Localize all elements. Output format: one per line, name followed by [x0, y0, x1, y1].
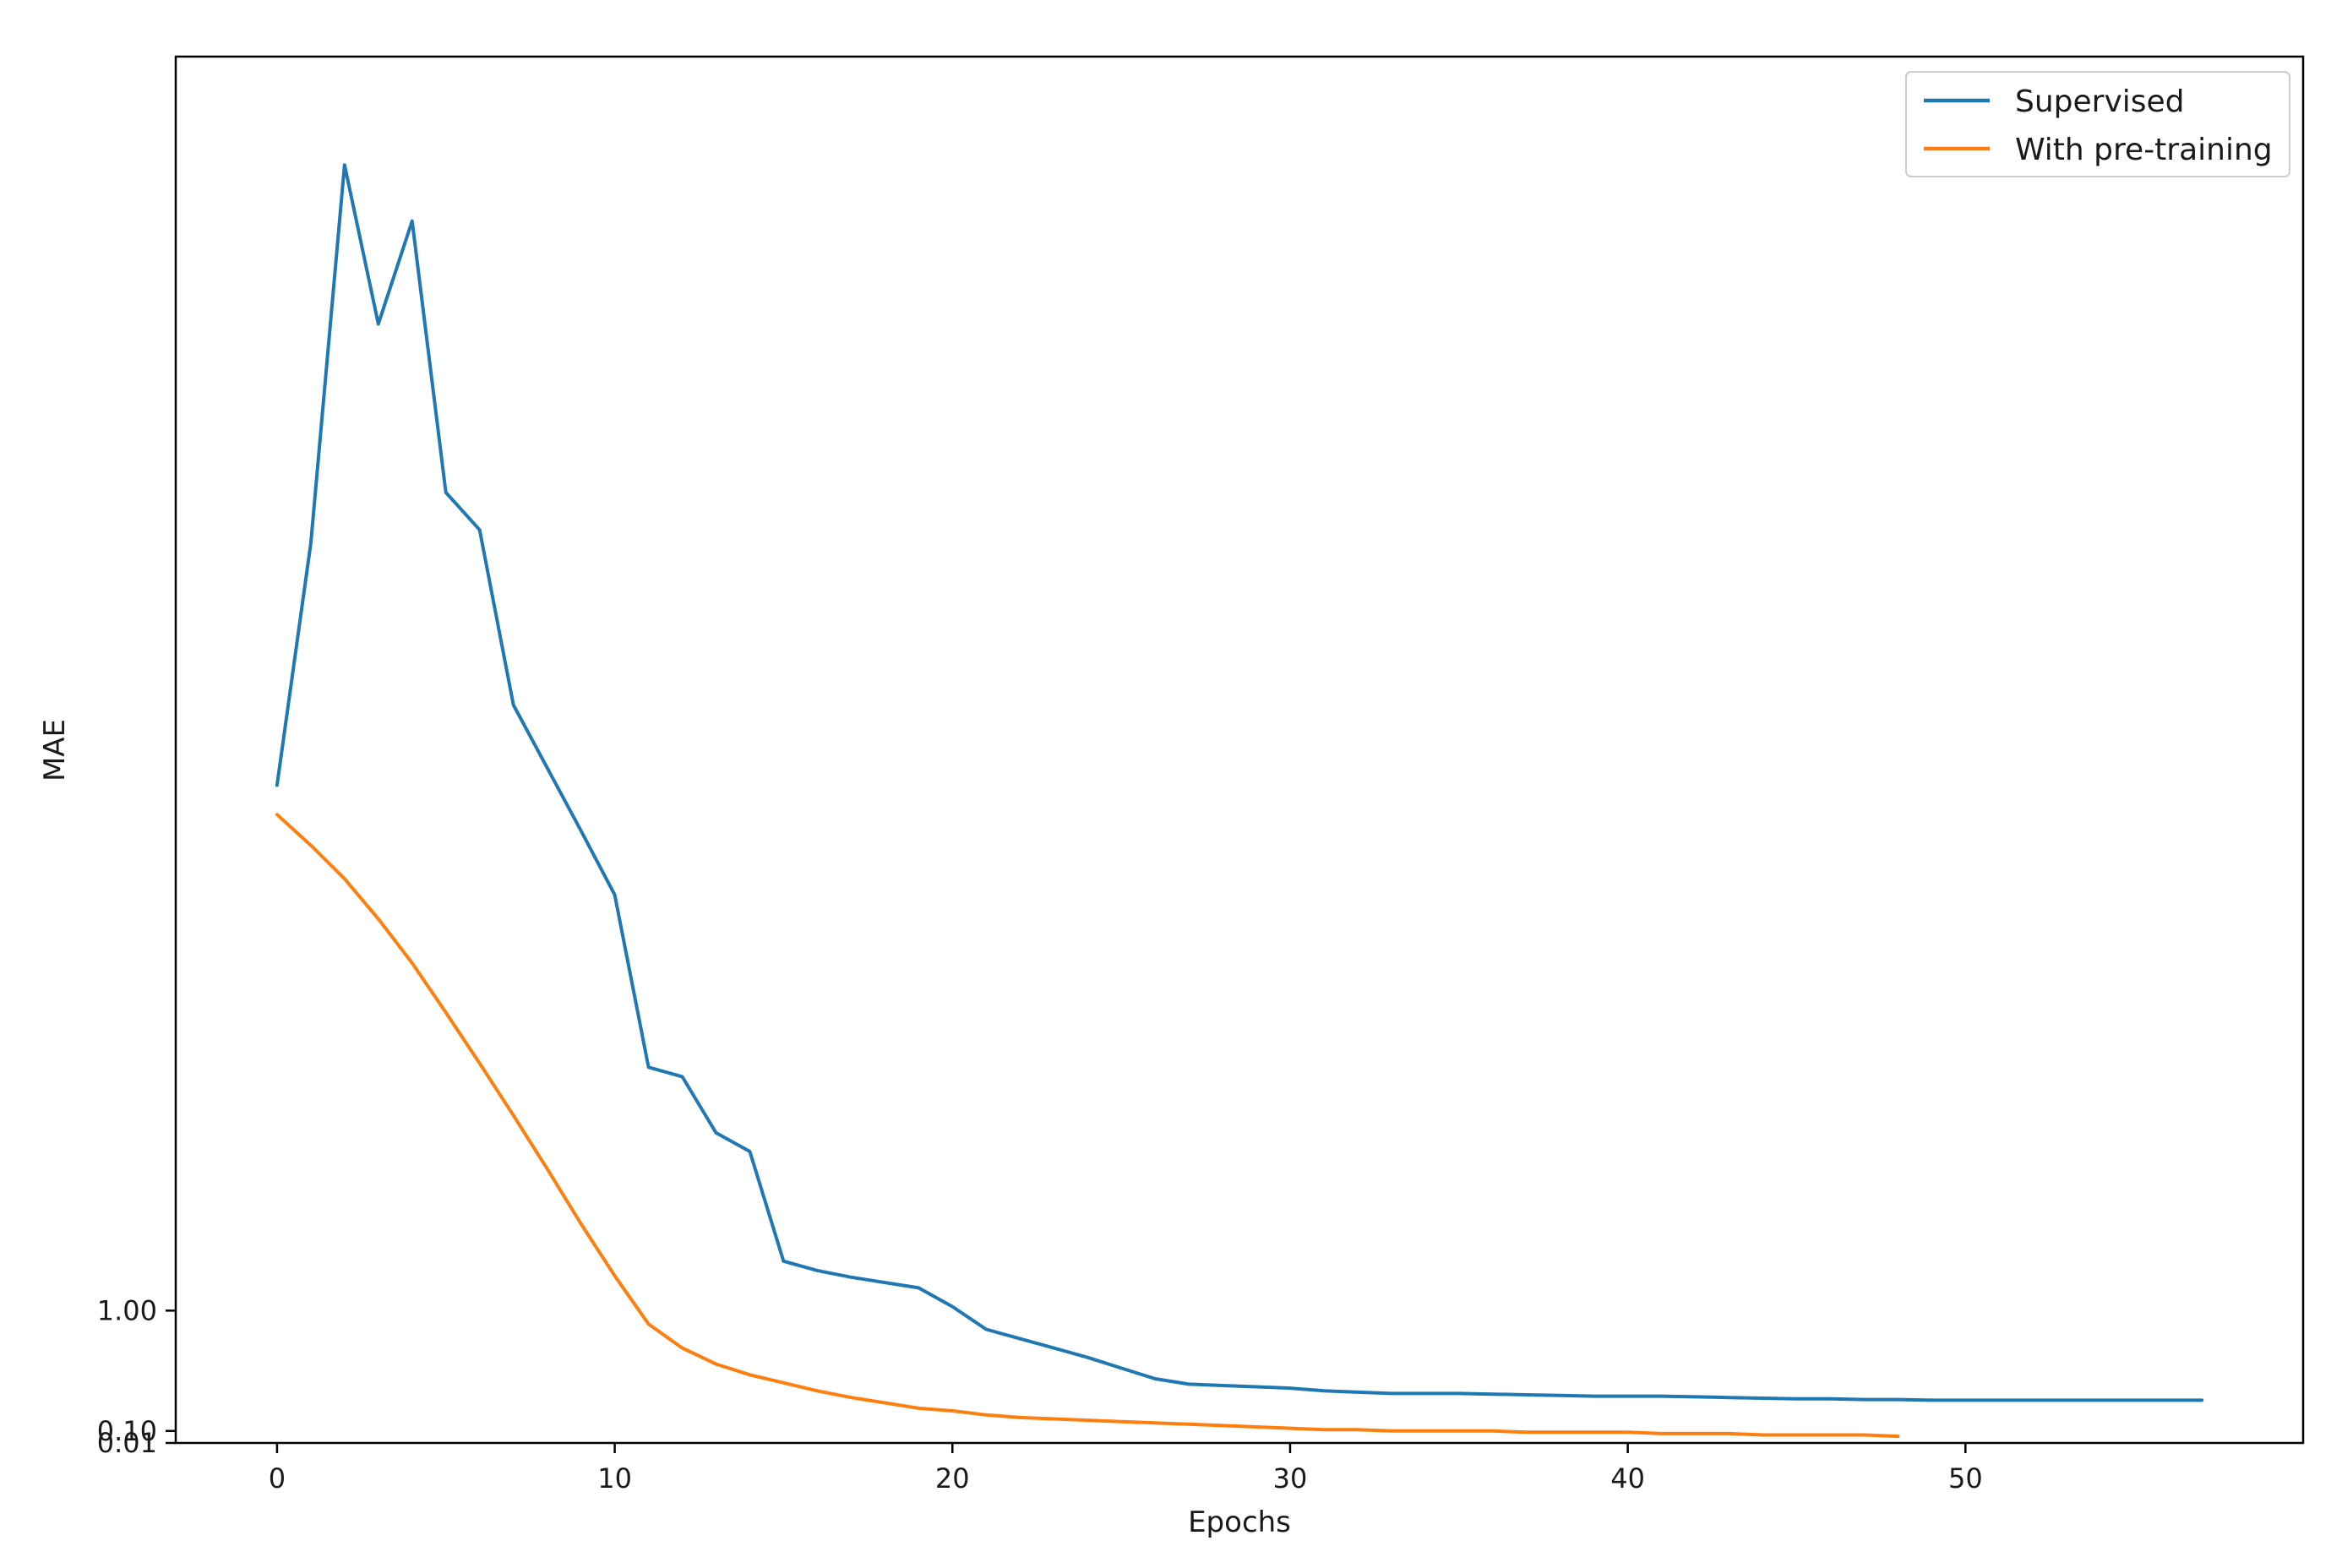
y-tick-label: 1.00 — [97, 1294, 157, 1326]
y-axis-ticks: 0.010.10 1.00 — [97, 1294, 176, 1459]
x-axis-ticks: 0 10 20 30 40 50 — [269, 1443, 1983, 1494]
x-tick-label: 10 — [597, 1462, 632, 1494]
legend-label-1: With pre-training — [2015, 133, 2273, 167]
plot-frame — [174, 55, 2305, 1445]
x-tick-label: 30 — [1273, 1462, 1308, 1494]
legend-frame — [1905, 71, 2290, 177]
series-lines — [275, 163, 2204, 1439]
x-axis-label: Epochs — [1188, 1505, 1291, 1539]
x-tick-label: 0 — [269, 1462, 286, 1494]
series-line-1 — [275, 813, 1900, 1439]
plot-area — [176, 57, 2303, 1443]
y-axis-label: MAE — [38, 719, 72, 781]
legend: Supervised With pre-training — [1905, 71, 2290, 177]
x-tick-label: 50 — [1948, 1462, 1983, 1494]
legend-label-0: Supervised — [2015, 84, 2185, 119]
y-tick-label: 0.01 — [97, 1427, 157, 1459]
x-tick-label: 40 — [1610, 1462, 1645, 1494]
y-tick-label: 0.10 — [97, 1415, 157, 1447]
series-line-0 — [275, 163, 2204, 1402]
x-tick-label: 20 — [935, 1462, 970, 1494]
